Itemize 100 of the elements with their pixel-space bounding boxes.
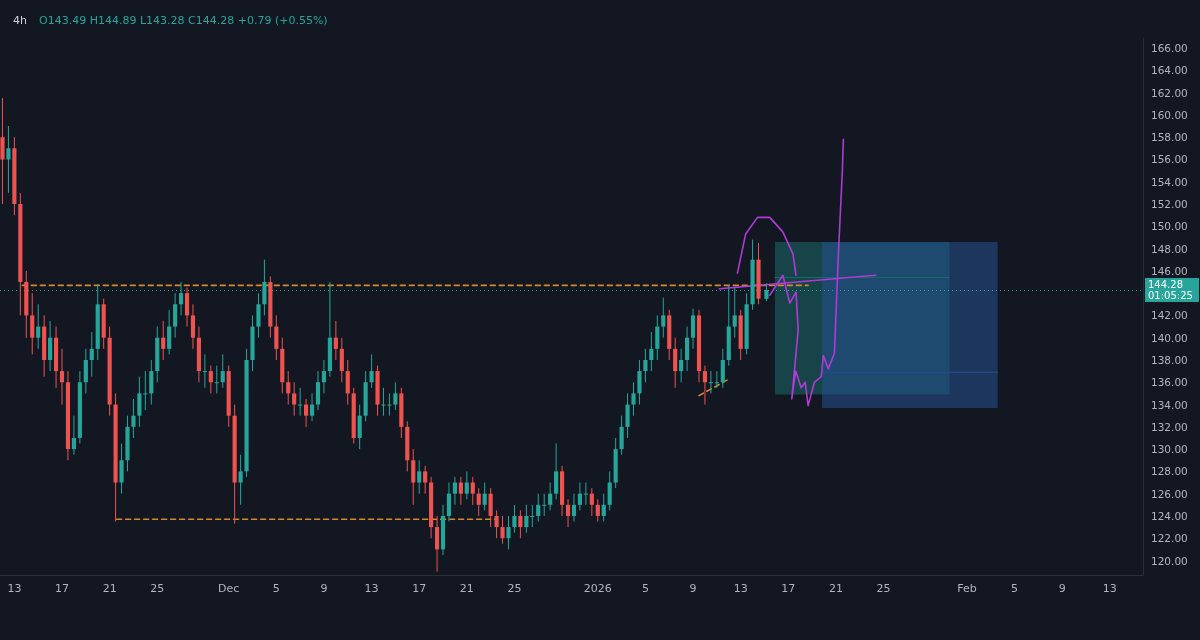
- candlestick: [619, 415, 624, 456]
- candlestick: [71, 415, 76, 456]
- candlestick: [595, 498, 600, 523]
- candlestick: [256, 292, 261, 339]
- candlestick: [178, 281, 184, 316]
- x-tick-label: Feb: [957, 582, 977, 595]
- y-tick-label: 130.00: [1151, 443, 1188, 456]
- candlestick: [637, 359, 642, 406]
- candlestick: [655, 314, 660, 361]
- x-tick-label: 9: [1058, 582, 1066, 595]
- candlestick: [649, 331, 654, 372]
- y-tick-label: 132.00: [1151, 420, 1188, 433]
- y-tick-label: 166.00: [1151, 42, 1188, 55]
- candlestick: [524, 504, 529, 534]
- y-tick-label: 140.00: [1151, 331, 1188, 344]
- candlestick: [393, 381, 398, 411]
- candlestick: [512, 504, 517, 534]
- candlestick: [690, 308, 696, 350]
- x-tick-label: 5: [641, 582, 649, 595]
- x-tick-label: 2026: [583, 582, 612, 595]
- line-series: [736, 216, 797, 277]
- x-tick-label: 21: [459, 582, 474, 595]
- candlestick: [548, 482, 553, 511]
- x-tick-label: 21: [102, 582, 117, 595]
- candlestick: [554, 443, 559, 500]
- candlestick: [685, 326, 690, 372]
- candlestick: [577, 482, 583, 511]
- y-tick-label: 160.00: [1151, 108, 1188, 121]
- x-tick-label: Dec: [218, 582, 240, 595]
- candlestick: [530, 504, 535, 528]
- candlestick: [452, 476, 457, 506]
- candlestick: [482, 482, 487, 511]
- candlestick: [89, 331, 94, 378]
- candlestick: [679, 348, 684, 383]
- y-tick-label: 162.00: [1151, 86, 1188, 99]
- candlestick: [702, 365, 708, 406]
- candlestick: [173, 292, 178, 339]
- y-tick-label: 134.00: [1151, 398, 1188, 411]
- candlestick: [601, 493, 606, 523]
- candlestick: [417, 459, 422, 495]
- x-tick-label: 21: [828, 582, 843, 595]
- candlestick: [458, 476, 463, 506]
- candlestick: [149, 359, 154, 406]
- candlestick: [208, 365, 213, 394]
- x-tick-label: 13: [1102, 582, 1117, 595]
- candlestick: [571, 493, 577, 523]
- x-tick-label: 17: [781, 582, 796, 595]
- x-tick-label: 13: [7, 582, 22, 595]
- candlestick: [161, 320, 166, 361]
- y-tick-label: 138.00: [1151, 353, 1188, 366]
- candlestick: [494, 509, 499, 539]
- candlestick: [6, 125, 11, 194]
- candlestick: [292, 381, 297, 417]
- candlestick: [59, 348, 65, 406]
- candlestick: [238, 454, 243, 506]
- candlestick: [565, 498, 571, 528]
- candlestick: [506, 515, 511, 550]
- candlestick: [500, 515, 505, 545]
- candlestick: [643, 348, 648, 383]
- candlestick: [631, 381, 636, 417]
- candlestick: [708, 370, 713, 394]
- candlestick: [625, 392, 630, 439]
- candlestick: [536, 493, 541, 523]
- candlestick: [542, 493, 547, 517]
- candlestick: [339, 337, 344, 383]
- candlestick: [423, 465, 428, 495]
- candlestick: [345, 359, 350, 406]
- x-tick-label: 13: [733, 582, 748, 595]
- y-tick-label: 156.00: [1151, 153, 1188, 166]
- y-tick-label: 120.00: [1151, 554, 1188, 567]
- y-tick-label: 148.00: [1151, 242, 1188, 255]
- candlestick: [0, 97, 5, 205]
- y-tick-label: 150.00: [1151, 220, 1188, 233]
- candlestick: [321, 359, 327, 394]
- candlestick: [411, 448, 416, 506]
- candlestick: [214, 365, 219, 394]
- candlestick: [434, 515, 440, 573]
- y-tick-label: 152.00: [1151, 198, 1188, 210]
- candlestick: [315, 370, 321, 411]
- x-tick-label: 25: [507, 582, 522, 595]
- candlestick: [309, 392, 315, 422]
- candlestick: [184, 287, 190, 328]
- candlestick: [83, 348, 88, 394]
- candlestick: [369, 353, 374, 389]
- candlestick: [36, 303, 41, 350]
- x-tick-label: 17: [412, 582, 427, 595]
- candlestick: [607, 470, 612, 511]
- candlestick: [476, 487, 481, 517]
- candlestick: [333, 320, 338, 361]
- candlestick: [720, 348, 725, 389]
- candlestick: [661, 297, 666, 339]
- x-tick-label: 5: [272, 582, 280, 595]
- candlestick: [48, 320, 53, 372]
- y-tick-label: 124.00: [1151, 509, 1188, 522]
- y-tick-label: 122.00: [1151, 532, 1188, 545]
- candlestick: [714, 370, 719, 389]
- candlestick: [220, 353, 225, 389]
- y-tick-label: 126.00: [1151, 487, 1188, 500]
- candlestick: [673, 337, 678, 389]
- x-tick-label: 13: [364, 582, 379, 595]
